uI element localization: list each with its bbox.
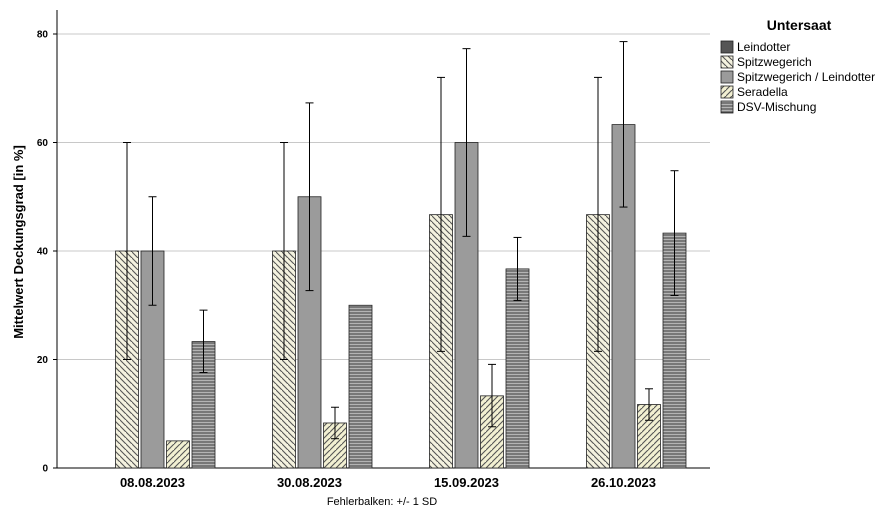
- legend-label: Seradella: [737, 85, 788, 99]
- y-tick-label: 0: [42, 464, 48, 475]
- error-bar: [462, 48, 471, 237]
- error-bar: [594, 76, 602, 352]
- y-tick-labels: 0 20 40 60 80: [37, 30, 49, 475]
- legend-swatch: [720, 85, 734, 99]
- error-bar: [199, 309, 208, 374]
- legend-label: Spitzwegerich / Leindotter: [737, 70, 875, 84]
- error-bar: [619, 41, 628, 208]
- error-bar: [331, 406, 339, 440]
- error-bar: [148, 196, 157, 306]
- error-bar: [123, 142, 131, 360]
- error-bar: [670, 170, 679, 296]
- error-bar: [280, 142, 288, 360]
- y-tick-label: 20: [37, 355, 49, 366]
- legend-label: Spitzwegerich: [737, 55, 812, 69]
- y-axis-title: Mittelwert Deckungsgrad [in %]: [11, 145, 26, 339]
- legend-swatch: [720, 100, 734, 114]
- y-tick-label: 60: [37, 138, 49, 149]
- y-tick-label: 80: [37, 30, 49, 41]
- legend-swatch: [720, 40, 734, 54]
- legend: Untersaat LeindotterSpitzwegerichSpitzwe…: [720, 17, 875, 114]
- legend-label: Leindotter: [737, 40, 790, 54]
- legend-label: DSV-Mischung: [737, 100, 816, 114]
- error-bar: [437, 76, 445, 352]
- error-bars: [123, 41, 679, 440]
- x-category-labels: 08.08.2023 30.08.2023 15.09.2023 26.10.2023: [120, 475, 656, 490]
- error-bar: [488, 363, 496, 428]
- y-tick-label: 40: [37, 247, 49, 258]
- bars: [115, 124, 687, 469]
- legend-swatch: [720, 55, 734, 69]
- error-bar: [513, 236, 522, 301]
- x-category-label: 30.08.2023: [277, 475, 342, 490]
- legend-title: Untersaat: [767, 17, 832, 33]
- error-bar-footnote: Fehlerbalken: +/- 1 SD: [327, 496, 437, 508]
- bar-dsv-mischung-2: [348, 304, 373, 469]
- x-category-label: 15.09.2023: [434, 475, 499, 490]
- x-category-label: 08.08.2023: [120, 475, 185, 490]
- error-bar: [645, 388, 653, 421]
- legend-swatch: [720, 70, 734, 84]
- error-bar: [305, 102, 314, 292]
- bar-seradella-1: [166, 440, 190, 469]
- x-category-label: 26.10.2023: [591, 475, 656, 490]
